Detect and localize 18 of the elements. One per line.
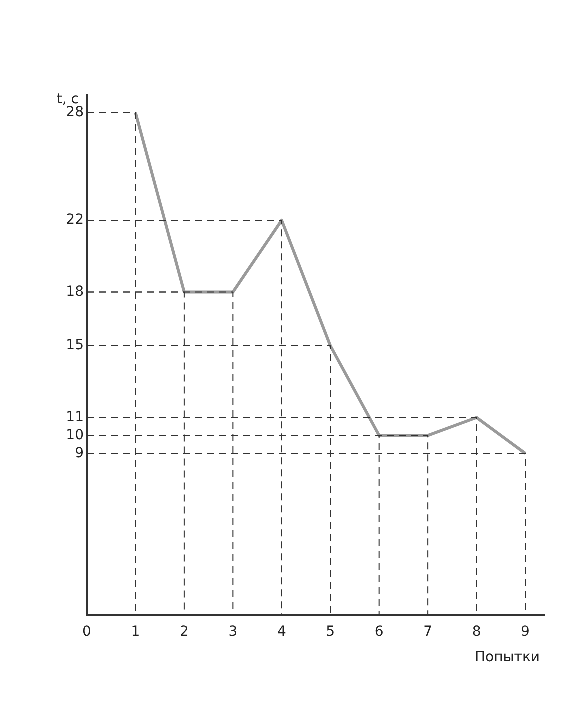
x-tick-label: 7	[424, 624, 433, 640]
x-tick-label: 1	[131, 624, 140, 640]
y-tick-label: 9	[75, 445, 84, 462]
x-tick-label: 4	[277, 624, 286, 640]
x-tick-label: 2	[180, 624, 189, 640]
y-tick-label: 15	[66, 338, 84, 354]
y-tick-label: 11	[66, 409, 84, 426]
x-tick-label: 6	[374, 624, 384, 640]
x-tick-label: 9	[521, 624, 530, 640]
x-tick-label: 8	[472, 624, 482, 640]
y-tick-label: 18	[66, 284, 84, 300]
y-tick-label: 10	[66, 427, 84, 444]
x-tick-label: 0	[82, 624, 92, 640]
x-tick-label: 3	[228, 624, 238, 640]
x-axis-title: Попытки	[474, 650, 540, 666]
y-tick-label: 22	[66, 212, 84, 228]
y-tick-label: 28	[66, 104, 84, 121]
x-tick-label: 5	[326, 624, 336, 640]
